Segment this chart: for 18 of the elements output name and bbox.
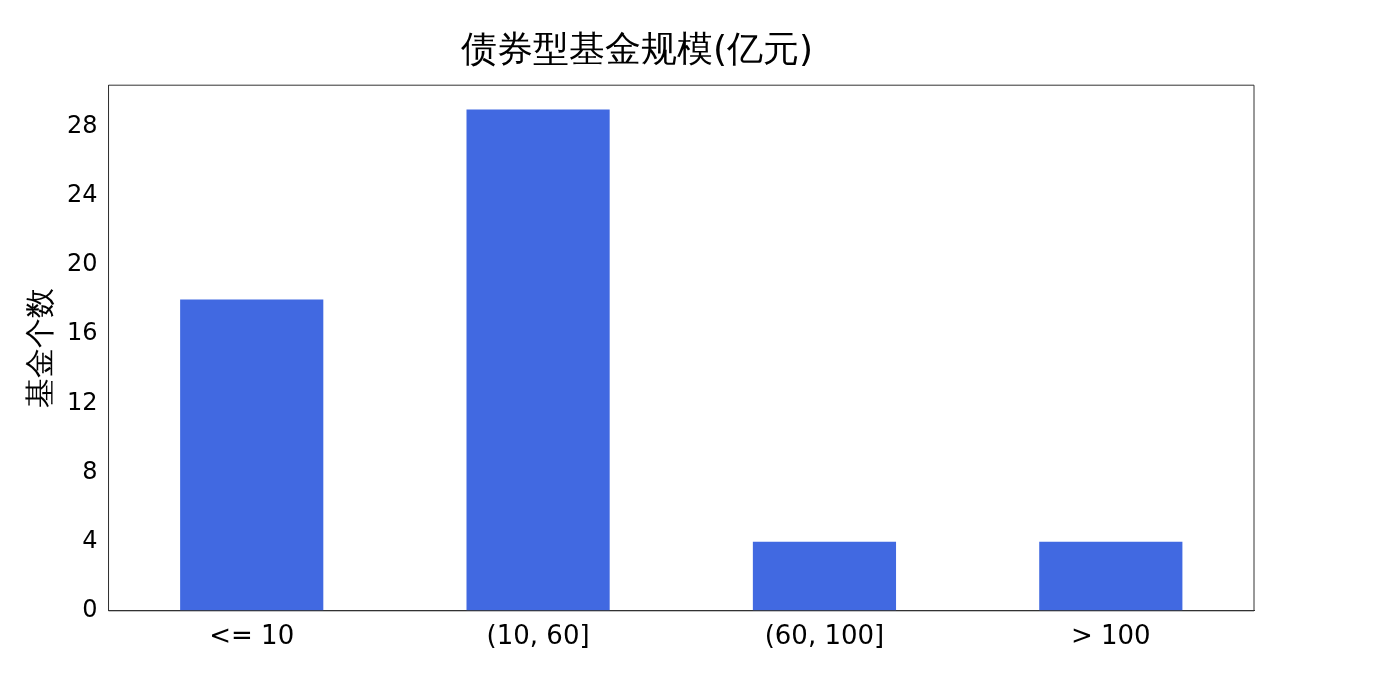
x-tick-label: > 100: [1070, 620, 1151, 651]
y-tick-label: 12: [66, 387, 98, 416]
y-axis-title: 基金个数: [21, 288, 57, 408]
y-tick-label: 4: [82, 525, 98, 554]
y-tick-label: 24: [66, 180, 98, 209]
bar: [1039, 541, 1183, 611]
bar: [180, 299, 324, 611]
y-tick-label: 0: [82, 595, 98, 624]
bar: [466, 109, 610, 611]
x-tick-label: (10, 60]: [486, 620, 590, 651]
chart-title: 债券型基金规模(亿元): [460, 27, 814, 69]
x-tick-label: (60, 100]: [764, 620, 885, 651]
y-tick-label: 16: [66, 318, 98, 347]
y-tick-label: 20: [66, 249, 98, 278]
x-tick-label: <= 10: [209, 620, 295, 651]
bar: [752, 541, 897, 611]
y-tick-label: 8: [82, 456, 98, 485]
y-tick-label: 28: [66, 110, 98, 139]
